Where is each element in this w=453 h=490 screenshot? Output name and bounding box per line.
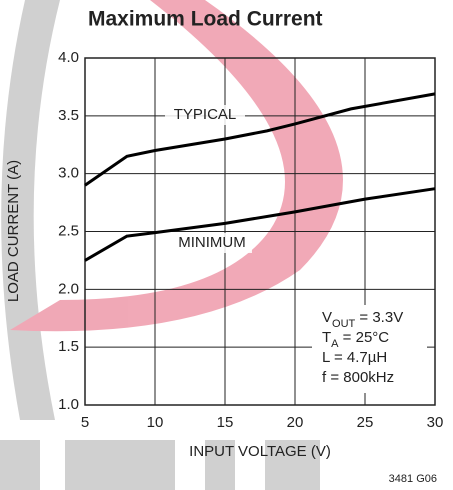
condition-text: f = 800kHz bbox=[322, 369, 394, 386]
label-background bbox=[172, 233, 252, 253]
series-line bbox=[84, 187, 436, 262]
y-tick-label: 2.0 bbox=[58, 280, 79, 297]
watermark bbox=[0, 0, 343, 490]
y-axis-label: LOAD CURRENT (A) bbox=[5, 160, 22, 302]
condition-part: L = 4.7µH bbox=[322, 349, 387, 366]
condition-part: = 25°C bbox=[339, 329, 390, 346]
condition-part: OUT bbox=[332, 318, 356, 330]
condition-text: L = 4.7µH bbox=[322, 349, 387, 366]
x-tick-label: 30 bbox=[427, 414, 444, 431]
x-tick-label: 15 bbox=[217, 414, 234, 431]
footnote: 3481 G06 bbox=[389, 473, 437, 485]
x-tick-label: 10 bbox=[147, 414, 164, 431]
chart-title: Maximum Load Current bbox=[88, 8, 323, 31]
label-background bbox=[165, 105, 245, 125]
y-tick-label: 1.5 bbox=[58, 338, 79, 355]
series-label: MINIMUM bbox=[178, 234, 246, 251]
y-tick-label: 3.5 bbox=[58, 107, 79, 124]
x-tick-label: 25 bbox=[357, 414, 374, 431]
y-tick-label: 1.0 bbox=[58, 396, 79, 413]
condition-part: T bbox=[322, 329, 331, 346]
x-tick-label: 20 bbox=[287, 414, 304, 431]
condition-text: VOUT = 3.3V bbox=[322, 309, 403, 330]
x-tick-label: 5 bbox=[81, 414, 89, 431]
series-line bbox=[84, 92, 436, 187]
condition-part: f = 800kHz bbox=[322, 369, 394, 386]
conditions-background bbox=[312, 305, 427, 393]
y-tick-label: 4.0 bbox=[58, 49, 79, 66]
condition-part: A bbox=[331, 338, 339, 350]
y-tick-label: 3.0 bbox=[58, 165, 79, 182]
condition-text: TA = 25°C bbox=[322, 329, 389, 350]
series-label: TYPICAL bbox=[174, 106, 237, 123]
condition-part: V bbox=[322, 309, 332, 326]
x-axis-label: INPUT VOLTAGE (V) bbox=[189, 443, 331, 460]
condition-part: = 3.3V bbox=[355, 309, 403, 326]
y-tick-label: 2.5 bbox=[58, 222, 79, 239]
